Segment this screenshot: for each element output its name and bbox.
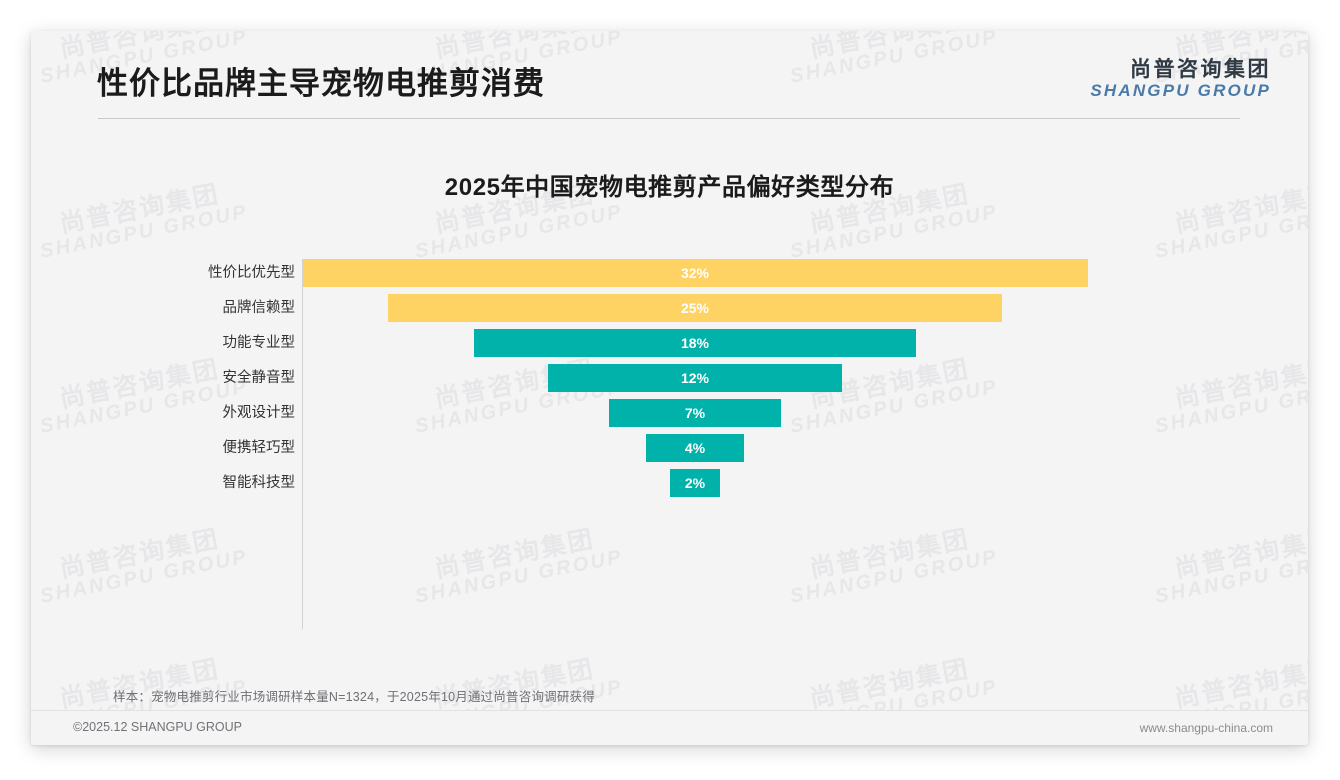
- chart-category-label: 智能科技型: [222, 475, 296, 491]
- chart-bar-row: 智能科技型 2%: [31, 469, 1308, 497]
- chart-category-label: 功能专业型: [222, 335, 296, 351]
- chart-title: 2025年中国宠物电推剪产品偏好类型分布: [444, 174, 895, 201]
- chart-bar-row: 功能专业型 18%: [31, 329, 1308, 357]
- chart-bar-value-label: 12%: [680, 370, 710, 386]
- chart-bar-value-label: 25%: [680, 300, 710, 316]
- funnel-chart: 性价比优先型 32% 品牌信赖型 25% 功能专业型 18% 安全静音型 12% 外观设计型 7%…: [31, 241, 1308, 641]
- brand-logo: 尚普咨询集团 SHANGPU GROUP: [1090, 58, 1271, 100]
- chart-category-label: 外观设计型: [222, 405, 296, 421]
- chart-bar-value-label: 2%: [684, 475, 706, 491]
- watermark-text-cn: 尚普咨询集团: [432, 654, 597, 714]
- chart-bar-value-label: 7%: [684, 405, 706, 421]
- brand-name-en: SHANGPU GROUP: [1090, 80, 1271, 100]
- chart-bar-row: 安全静音型 12%: [31, 364, 1308, 392]
- chart-bar[interactable]: 32%: [302, 259, 1088, 287]
- chart-category-label: 便携轻巧型: [222, 440, 296, 456]
- chart-bar-row: 便携轻巧型 4%: [31, 434, 1308, 462]
- website-link[interactable]: www.shangpu-china.com: [1139, 721, 1273, 735]
- chart-bar[interactable]: 2%: [670, 469, 720, 497]
- chart-bar-row: 品牌信赖型 25%: [31, 294, 1308, 322]
- header-divider: [98, 118, 1240, 119]
- slide-card: 尚普咨询集团 SHANGPU GROUP 尚普咨询集团 SHANGPU GROUP 尚普…: [31, 31, 1308, 745]
- watermark-text-cn: 尚普咨询集团: [807, 654, 972, 714]
- chart-bar-value-label: 32%: [680, 265, 710, 281]
- chart-axis-line: [302, 259, 303, 629]
- chart-bar[interactable]: 7%: [609, 399, 781, 427]
- source-footnote: 样本：宠物电推剪行业市场调研样本量N=1324，于2025年10月通过尚普咨询调…: [113, 690, 595, 704]
- chart-bar-value-label: 18%: [680, 335, 710, 351]
- chart-bar-value-label: 4%: [684, 440, 706, 456]
- chart-category-label: 安全静音型: [222, 370, 296, 386]
- watermark-text-cn: 尚普咨询集团: [1172, 654, 1308, 714]
- page-title: 性价比品牌主导宠物电推剪消费: [97, 66, 545, 101]
- chart-category-label: 品牌信赖型: [222, 300, 296, 316]
- footer-divider: [31, 710, 1308, 711]
- slide-footer: ©2025.12 SHANGPU GROUP www.shangpu-china…: [31, 711, 1308, 745]
- chart-bar-row: 外观设计型 7%: [31, 399, 1308, 427]
- chart-bar-row: 性价比优先型 32%: [31, 259, 1308, 287]
- slide-header: 性价比品牌主导宠物电推剪消费 尚普咨询集团 SHANGPU GROUP: [31, 31, 1308, 121]
- brand-name-cn: 尚普咨询集团: [1130, 58, 1271, 81]
- copyright-text: ©2025.12 SHANGPU GROUP: [73, 720, 242, 734]
- chart-bar[interactable]: 18%: [474, 329, 916, 357]
- watermark-text-cn: 尚普咨询集团: [57, 654, 222, 714]
- chart-bar[interactable]: 4%: [645, 434, 745, 462]
- chart-bar[interactable]: 25%: [388, 294, 1002, 322]
- chart-bar[interactable]: 12%: [547, 364, 843, 392]
- chart-category-label: 性价比优先型: [208, 265, 295, 281]
